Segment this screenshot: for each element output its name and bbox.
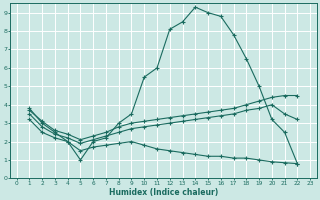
X-axis label: Humidex (Indice chaleur): Humidex (Indice chaleur) (109, 188, 218, 197)
